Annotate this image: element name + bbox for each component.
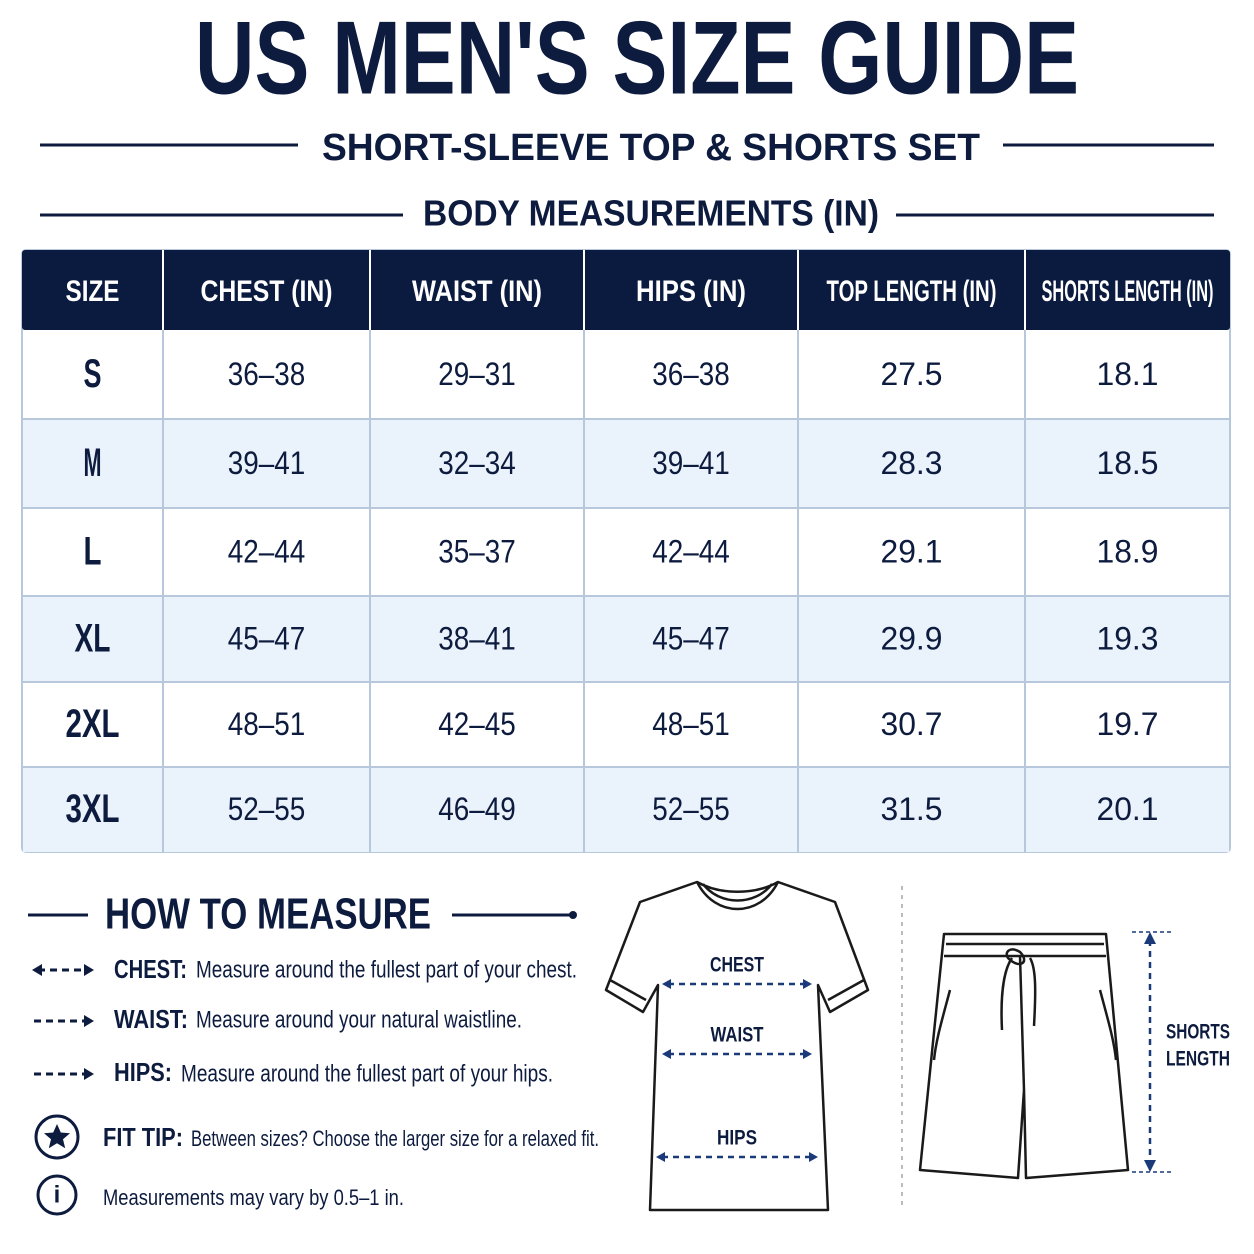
table-cell: 29.9 — [881, 620, 943, 656]
size-cell: 2XL — [66, 702, 120, 746]
row-band — [23, 419, 1229, 508]
table-cell: 39–41 — [228, 445, 306, 481]
shirt-arrow-heads — [656, 979, 818, 1162]
star — [43, 1124, 70, 1149]
row-band — [23, 596, 1229, 682]
table-cell: 52–55 — [652, 791, 730, 827]
title: US MEN'S SIZE GUIDE — [195, 0, 1079, 116]
table-cell: 48–51 — [652, 706, 730, 742]
table-cell: 35–37 — [438, 533, 516, 569]
item-label: CHEST: — [114, 954, 187, 984]
table-cell: 27.5 — [881, 356, 943, 392]
column-header: SIZE — [66, 275, 120, 308]
row-band — [23, 767, 1229, 852]
table-cell: 31.5 — [881, 791, 943, 827]
table-frame — [21, 249, 1231, 853]
table-cell: 19.3 — [1097, 620, 1159, 656]
column-header: SHORTS LENGTH (IN) — [1042, 275, 1214, 308]
item-text: Measure around your natural waistline. — [196, 1006, 522, 1033]
tip-label: FIT TIP: — [103, 1122, 183, 1152]
table-cell: 36–38 — [228, 356, 306, 392]
arrows — [34, 968, 88, 1076]
item-label: WAIST: — [114, 1004, 188, 1034]
item-label: HIPS: — [114, 1057, 172, 1087]
size-cell: S — [84, 352, 102, 396]
shirt-arrows — [662, 982, 812, 1159]
shirt-label: HIPS — [717, 1127, 757, 1150]
column-header: CHEST (IN) — [201, 275, 333, 308]
section-title: BODY MEASUREMENTS (IN) — [423, 193, 879, 234]
size-cell: XL — [75, 617, 111, 661]
item-text: Measure around the fullest part of your … — [196, 956, 577, 983]
table-cell: 28.3 — [881, 445, 943, 481]
shorts — [918, 932, 1130, 1180]
table-cell: 29.1 — [881, 533, 943, 569]
size-table: SIZE CHEST (IN) WAIST (IN) HIPS (IN) TOP LEN… — [21, 249, 1231, 853]
shirt-label: WAIST — [711, 1024, 764, 1047]
table-cell: 52–55 — [228, 791, 306, 827]
table-cell: 42–44 — [228, 533, 306, 569]
header-row — [22, 250, 1230, 330]
column-header: TOP LENGTH (IN) — [827, 275, 997, 308]
table-cell: 18.9 — [1097, 533, 1159, 569]
table-cell: 19.7 — [1097, 706, 1159, 742]
dot — [569, 911, 577, 919]
shorts-label: SHORTS — [1166, 1021, 1230, 1044]
table-cell: 20.1 — [1097, 791, 1159, 827]
table-cell: 45–47 — [652, 620, 730, 656]
shirt-label: CHEST — [710, 954, 764, 977]
size-cell: 3XL — [66, 787, 120, 831]
table-cell: 42–44 — [652, 533, 730, 569]
measure-title: HOW TO MEASURE — [105, 890, 431, 939]
table-cell: 29–31 — [438, 356, 516, 392]
table-cell: 39–41 — [652, 445, 730, 481]
table-cell: 36–38 — [652, 356, 730, 392]
tip-text: Between sizes? Choose the larger size fo… — [191, 1126, 599, 1151]
table-cell: 42–45 — [438, 706, 516, 742]
info-glyph: i — [54, 1181, 61, 1208]
table-cell: 46–49 — [438, 791, 516, 827]
star-icon — [34, 1114, 80, 1160]
table-cell: 18.1 — [1097, 356, 1159, 392]
column-header: HIPS (IN) — [636, 275, 746, 308]
shirt — [604, 880, 870, 1212]
table-cell: 38–41 — [438, 620, 516, 656]
column-header: WAIST (IN) — [412, 275, 542, 308]
arrow-heads — [32, 964, 94, 1080]
size-cell: L — [84, 530, 102, 574]
note: Measurements may vary by 0.5–1 in. — [103, 1185, 404, 1210]
item-text: Measure around the fullest part of your … — [181, 1060, 553, 1087]
table-cell: 48–51 — [228, 706, 306, 742]
table-cell: 18.5 — [1097, 445, 1159, 481]
subtitle: SHORT-SLEEVE TOP & SHORTS SET — [322, 127, 980, 169]
table-cell: 32–34 — [438, 445, 516, 481]
info-icon — [36, 1174, 78, 1216]
table-cell: 30.7 — [881, 706, 943, 742]
shorts-label: LENGTH — [1166, 1048, 1230, 1071]
table-cell: 45–47 — [228, 620, 306, 656]
size-cell: M — [84, 441, 102, 485]
